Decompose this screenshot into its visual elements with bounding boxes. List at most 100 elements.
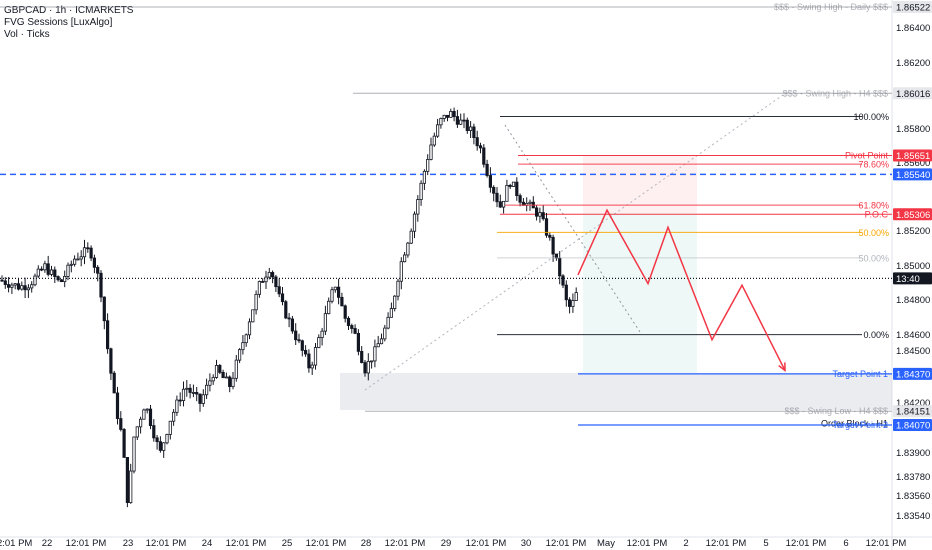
candle (178, 392, 182, 407)
candle (452, 107, 456, 122)
candle (412, 211, 417, 239)
candle (73, 255, 77, 267)
candle-body-bull (13, 283, 17, 286)
candle (201, 389, 205, 407)
price-tag-text-swing-high-daily: 1.86522 (896, 3, 930, 14)
time-tick-label: 5 (763, 538, 768, 549)
candle (195, 386, 199, 402)
candle-body-bear (462, 119, 466, 122)
candle (340, 292, 344, 307)
candle (96, 265, 100, 282)
candle-body-bear (96, 266, 100, 274)
candle (208, 373, 212, 392)
candle-body-bull (244, 334, 248, 344)
candle-body-bull (435, 124, 440, 137)
candle (521, 198, 526, 206)
candle (270, 270, 275, 284)
candle (435, 118, 440, 138)
candle-body-bear (198, 393, 202, 404)
candle (399, 257, 403, 290)
candle-body-bear (228, 376, 232, 387)
price-tag-text-poc: 1.85306 (896, 210, 930, 221)
candle-body-bull (214, 365, 219, 378)
projection-zigzag (577, 208, 786, 371)
candle (168, 420, 172, 440)
symbol-title: GBPCAD · 1h · ICMARKETS (4, 5, 134, 16)
price-tick-label: 1.84200 (896, 398, 930, 409)
candle-body-bear (221, 371, 225, 379)
candle-body-bear (465, 119, 469, 131)
candle-body-bear (92, 257, 96, 268)
candle (79, 250, 83, 267)
candle (234, 355, 238, 382)
candle-body-bear (360, 350, 364, 363)
time-tick-label: 28 (361, 538, 372, 549)
candle (49, 265, 54, 277)
price-tag-poc (893, 208, 932, 221)
candle-body-bear (40, 268, 44, 271)
candle (455, 109, 460, 128)
indicator-volume[interactable]: Vol · Ticks (4, 29, 50, 40)
candle (204, 378, 209, 400)
candle-body-bull (313, 347, 318, 366)
candle-body-bull (330, 289, 334, 302)
candle-body-bull (419, 182, 423, 200)
price-axis[interactable]: 1.86400 1.86200 1.85800 1.85600 1.85200 1.850… (893, 1, 932, 522)
candle (181, 381, 186, 407)
price-tick-label: 1.85000 (896, 261, 930, 272)
candle-body-bear (122, 429, 126, 458)
price-tag-text-target-point-1: 1.84370 (896, 369, 930, 380)
candle-body-bear (488, 175, 493, 188)
fib-level-label: 100.00% (853, 112, 889, 122)
indicator-fvg-sessions[interactable]: FVG Sessions [LuxAlgo] (4, 17, 113, 28)
time-tick-label: 24 (202, 538, 213, 549)
candle-body-bull (426, 159, 430, 172)
time-tick-label: 22 (42, 538, 53, 549)
candle-body-bull (416, 199, 420, 215)
candle-body-bear (515, 181, 519, 197)
candle (267, 267, 271, 280)
candle-body-bull (191, 391, 195, 394)
candle-body-bear (346, 317, 351, 326)
candle-body-bear (475, 137, 479, 147)
candle (459, 113, 463, 125)
candle-body-bear (287, 317, 291, 320)
candle (376, 335, 380, 348)
candle-body-bull (327, 300, 331, 315)
candle-body-bull (26, 287, 31, 291)
candle-body-bear (564, 284, 568, 301)
candle (261, 278, 265, 283)
candle-body-bear (340, 296, 344, 307)
price-tag-target-point-2 (893, 419, 932, 431)
price-tick-label: 1.83560 (896, 491, 930, 502)
candle (132, 436, 136, 474)
candle (244, 333, 248, 347)
price-tag-swing-high-h4 (893, 87, 932, 100)
candle (284, 299, 288, 320)
candle (426, 154, 430, 176)
candle-body-bull (383, 327, 387, 340)
candle-body-bull (76, 258, 80, 261)
candle (237, 348, 242, 364)
price-levels: $$$ - Swing High - Daily $$$ $$$ - Swing … (0, 2, 892, 430)
candle (373, 339, 377, 368)
candle-body-bear (297, 339, 301, 342)
candle (393, 295, 397, 312)
time-tick-label: 12:01 PM (786, 538, 827, 549)
candle (119, 411, 123, 432)
candle (33, 273, 37, 287)
candle-body-bear (300, 340, 304, 351)
candle-body-bull (399, 261, 403, 282)
candle-body-bear (452, 111, 456, 117)
candle (488, 167, 493, 193)
candle (449, 108, 453, 118)
candle (356, 329, 361, 356)
candle-body-bear (472, 126, 476, 139)
candle-body-bull (234, 359, 238, 379)
candle (409, 228, 413, 245)
time-tick-label: 12:01 PM (226, 538, 267, 549)
candle-body-bull (43, 263, 47, 271)
